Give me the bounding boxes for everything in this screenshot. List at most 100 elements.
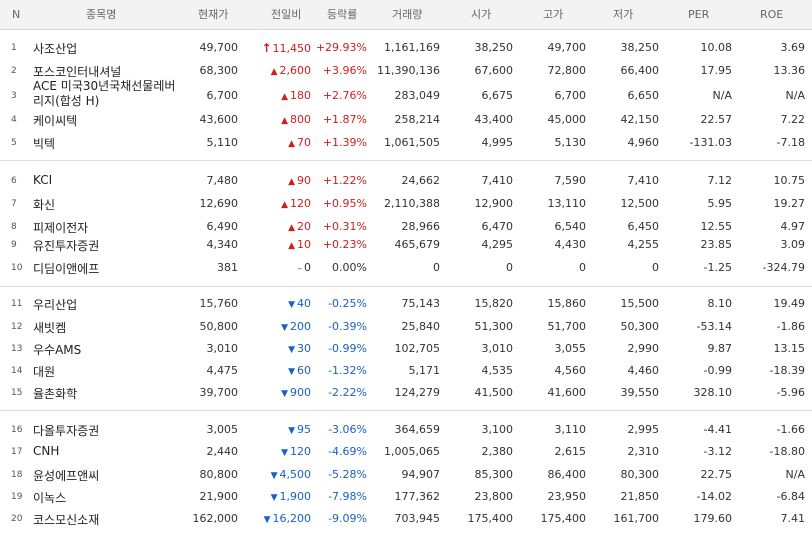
open-value: 6,470	[481, 220, 514, 233]
row-number: 7	[11, 199, 17, 209]
current-price: 68,300	[199, 64, 239, 77]
open-value: 0	[506, 261, 513, 274]
change-rate: +1.39%	[322, 136, 367, 149]
header-open[interactable]: 시가	[471, 8, 492, 21]
change-rate: +0.23%	[322, 238, 367, 251]
stock-name-link[interactable]: 화신	[33, 198, 56, 212]
stock-name-link[interactable]: KCI	[33, 173, 53, 187]
open-value: 4,535	[481, 364, 514, 377]
header-change[interactable]: 전일비	[271, 8, 302, 21]
stock-name-link[interactable]: 코스모신소재	[33, 513, 100, 527]
roe-value: 4.97	[780, 220, 806, 233]
stock-name-link[interactable]: 이녹스	[33, 491, 67, 505]
current-price: 21,900	[199, 490, 239, 503]
high-value: 3,110	[554, 423, 587, 436]
stock-name-link[interactable]: ACE 미국30년국채선물레버 리지(합성 H)	[33, 79, 175, 109]
table-row[interactable]: 11 우리산업 15,760 ▼ 40 -0.25% 75,143 15,820 15,860 1…	[0, 296, 812, 314]
table-row[interactable]: 14 대원 4,475 ▼ 60 -1.32% 5,171 4,535 4,560 4,460 -0…	[0, 363, 812, 381]
open-value: 2,380	[481, 445, 514, 458]
change-value: 11,450	[272, 42, 312, 55]
volume-value: 177,362	[394, 490, 441, 503]
down-triangle-icon: ▼	[270, 493, 278, 503]
down-triangle-icon: ▼	[281, 448, 288, 458]
per-value: -1.25	[703, 261, 732, 274]
open-value: 43,400	[474, 113, 514, 126]
current-price: 6,490	[206, 220, 239, 233]
open-value: 3,010	[481, 342, 514, 355]
row-number: 16	[11, 425, 23, 435]
roe-value: 7.41	[780, 512, 806, 525]
up-triangle-icon: ▲	[281, 92, 288, 102]
stock-name-link[interactable]: 사조산업	[33, 42, 78, 56]
table-row[interactable]: 15 율촌화학 39,700 ▼ 900 -2.22% 124,279 41,500 41,60…	[0, 385, 812, 403]
stock-name-link[interactable]: 율촌화학	[33, 387, 78, 401]
high-value: 23,950	[547, 490, 587, 503]
open-value: 41,500	[474, 386, 514, 399]
stock-name-link[interactable]: 빅텍	[33, 137, 56, 151]
current-price: 3,005	[206, 423, 239, 436]
header-per[interactable]: PER	[688, 8, 710, 21]
header-high[interactable]: 고가	[543, 8, 564, 21]
table-row[interactable]: 7 화신 12,690 ▲ 120 +0.95% 2,110,388 12,900 13,110…	[0, 196, 812, 214]
roe-value: -1.86	[776, 320, 805, 333]
stock-name-link[interactable]: 케이씨텍	[33, 114, 78, 128]
volume-value: 102,705	[394, 342, 441, 355]
high-value: 13,110	[547, 197, 587, 210]
table-row[interactable]: 2 포스코인터내셔널 68,300 ▲ 2,600 +3.96% 11,390,136 67,…	[0, 63, 812, 81]
table-row[interactable]: 10 디딤이앤에프 381–0 0.00% 0 0 0 0 -1.25 -324.79	[0, 260, 812, 278]
table-row[interactable]: 4 케이씨텍 43,600 ▲ 800 +1.87% 258,214 43,400 45,000…	[0, 112, 812, 130]
row-number: 13	[11, 344, 23, 354]
volume-value: 124,279	[394, 386, 441, 399]
header-volume[interactable]: 거래량	[392, 8, 423, 21]
change-rate: -4.69%	[328, 445, 367, 458]
volume-value: 1,161,169	[384, 41, 440, 54]
table-row[interactable]: 19 이녹스 21,900 ▼ 1,900 -7.98% 177,362 23,800 23,9…	[0, 489, 812, 507]
stock-name-link[interactable]: 유진투자증권	[33, 239, 100, 253]
group-divider	[0, 160, 812, 161]
table-row[interactable]: 20 코스모신소재 162,000 ▼ 16,200 -9.09% 703,945 175,4…	[0, 511, 812, 529]
change-value: 200	[290, 320, 311, 333]
change-value: 95	[297, 423, 311, 436]
header-low[interactable]: 저가	[613, 8, 634, 21]
table-row[interactable]: 18 윤성에프앤씨 80,800 ▼ 4,500 -5.28% 94,907 85,300 86…	[0, 467, 812, 485]
current-price: 50,800	[199, 320, 239, 333]
change-rate: -2.22%	[328, 386, 367, 399]
table-row[interactable]: 16 다올투자증권 3,005 ▼ 95 -3.06% 364,659 3,100 3,110 2…	[0, 422, 812, 440]
table-row[interactable]: 1 사조산업 49,700 ↑11,450 +29.93% 1,161,169 38,250…	[0, 40, 812, 58]
group-divider	[0, 286, 812, 287]
stock-name-link[interactable]: 대원	[33, 365, 56, 379]
table-row[interactable]: 6 KCI 7,480 ▲ 90 +1.22% 24,662 7,410 7,590 7,410 7…	[0, 173, 812, 191]
stock-name-link[interactable]: 윤성에프앤씨	[33, 469, 100, 483]
table-row[interactable]: 12 새빗켐 50,800 ▼ 200 -0.39% 25,840 51,300 51,700 5…	[0, 319, 812, 337]
header-name[interactable]: 종목명	[86, 8, 117, 21]
table-row[interactable]: 3 ACE 미국30년국채선물레버 리지(합성 H) 6,700 ▲ 180 +2.76% 2…	[0, 79, 812, 108]
stock-name-link[interactable]: 우수AMS	[33, 343, 82, 357]
header-price[interactable]: 현재가	[198, 8, 229, 21]
table-row[interactable]: 9 유진투자증권 4,340 ▲ 10 +0.23% 465,679 4,295 4,430 4,…	[0, 237, 812, 255]
header-roe[interactable]: ROE	[760, 8, 784, 21]
table-row[interactable]: 17 CNH 2,440 ▼ 120 -4.69% 1,005,065 2,380 2,615 2…	[0, 444, 812, 462]
stock-name-link[interactable]: 포스코인터내셔널	[33, 65, 122, 79]
stock-name-link[interactable]: 디딤이앤에프	[33, 262, 100, 276]
stock-name-link[interactable]: CNH	[33, 444, 60, 458]
stock-name-link[interactable]: 새빗켐	[33, 321, 67, 335]
table-row[interactable]: 13 우수AMS 3,010 ▼ 30 -0.99% 102,705 3,010 3,055 2,…	[0, 341, 812, 359]
per-value: 12.55	[700, 220, 733, 233]
per-value: 17.95	[700, 64, 733, 77]
high-value: 7,590	[554, 174, 587, 187]
stock-name-link[interactable]: 다올투자증권	[33, 424, 100, 438]
price-change: ▲ 2,600	[271, 64, 311, 77]
header-rate[interactable]: 등락률	[327, 8, 358, 21]
stock-name-link[interactable]: 우리산업	[33, 298, 78, 312]
current-price: 80,800	[199, 468, 239, 481]
change-value: 4,500	[279, 468, 312, 481]
table-row[interactable]: 5 빅텍 5,110 ▲ 70 +1.39% 1,061,505 4,995 5,130 4,96…	[0, 135, 812, 153]
open-value: 3,100	[481, 423, 514, 436]
stock-name-link[interactable]: 피제이전자	[33, 221, 89, 235]
price-change: ▼ 900	[281, 386, 311, 399]
table-row[interactable]: 8 피제이전자 6,490 ▲ 20 +0.31% 28,966 6,470 6,540 6,45…	[0, 219, 812, 237]
low-value: 2,310	[627, 445, 660, 458]
per-value: 23.85	[700, 238, 733, 251]
per-value: 8.10	[707, 297, 733, 310]
current-price: 4,475	[206, 364, 239, 377]
